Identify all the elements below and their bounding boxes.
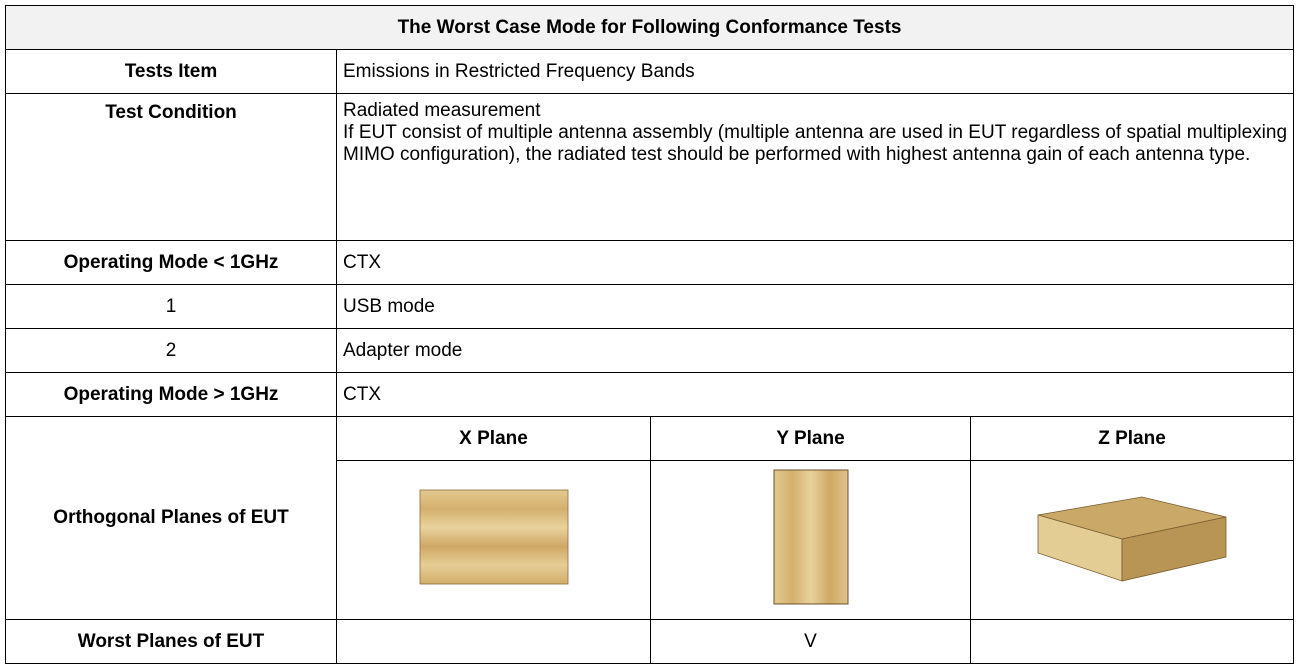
row-label: Operating Mode < 1GHz [5,240,337,285]
plane-header: Z Plane [969,416,1295,461]
row-label: 1 [5,284,337,329]
condition-line: Radiated measurement [343,100,541,121]
worst-mark [969,619,1295,664]
row-value: CTX [335,372,1295,417]
table-title: The Worst Case Mode for Following Confor… [4,5,1295,50]
row-label: Orthogonal Planes of EUT [5,416,337,620]
y-plane-image [773,469,848,605]
condition-text: If EUT consist of multiple antenna assem… [343,122,1288,165]
plane-header: Y Plane [650,416,971,461]
row-value: USB mode [335,284,1295,329]
row-label: Operating Mode > 1GHz [5,372,337,417]
row-label: Worst Planes of EUT [5,619,337,664]
worst-mark [336,619,651,664]
row-value: CTX [335,240,1295,285]
plane-header: X Plane [336,416,651,461]
plane-image-cell [650,460,971,620]
row-label: Tests Item [5,49,337,94]
worst-mark: V [650,619,971,664]
row-value: Emissions in Restricted Frequency Bands [335,49,1295,94]
row-value: Adapter mode [335,328,1295,373]
z-plane-image [1037,496,1227,582]
conformance-table: The Worst Case Mode for Following Confor… [4,5,1295,664]
row-value: Radiated measurement If EUT consist of m… [335,93,1295,241]
row-label: 2 [5,328,337,373]
x-plane-image [419,489,568,585]
plane-image-cell [336,460,651,620]
row-label: Test Condition [5,93,337,241]
plane-image-cell [969,460,1295,620]
